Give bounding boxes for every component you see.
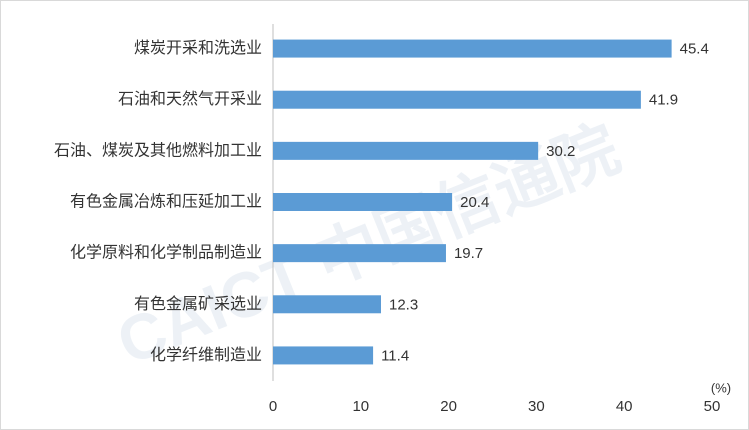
- value-label: 11.4: [381, 347, 409, 364]
- y-tick-label: 有色金属冶炼和压延加工业: [70, 192, 262, 211]
- x-axis-label: (%): [711, 380, 731, 395]
- y-tick-label: 石油、煤炭及其他燃料加工业: [54, 140, 262, 159]
- value-label: 20.4: [460, 194, 489, 211]
- bar: [273, 141, 539, 160]
- x-tick-label: 30: [528, 398, 545, 415]
- value-label: 45.4: [680, 41, 709, 58]
- x-tick-label: 40: [616, 398, 633, 415]
- y-tick-label: 有色金属矿采选业: [134, 294, 262, 313]
- bar: [273, 295, 381, 314]
- x-tick-label: 50: [704, 398, 721, 415]
- bar: [273, 193, 453, 211]
- y-tick-label: 石油和天然气开采业: [118, 89, 262, 108]
- y-tick-label: 煤炭开采和洗选业: [134, 38, 262, 57]
- y-tick-label: 化学原料和化学制品制造业: [70, 243, 262, 262]
- y-tick-label: 化学纤维制造业: [150, 345, 262, 364]
- bar: [273, 90, 641, 109]
- bar: [273, 244, 446, 263]
- value-label: 12.3: [389, 296, 418, 313]
- value-label: 30.2: [546, 143, 575, 160]
- x-tick-label: 0: [269, 398, 277, 415]
- bar: [273, 346, 374, 365]
- bar: [273, 39, 672, 58]
- value-label: 41.9: [649, 92, 678, 109]
- x-tick-label: 10: [352, 398, 369, 415]
- value-label: 19.7: [454, 245, 483, 262]
- x-tick-label: 20: [440, 398, 457, 415]
